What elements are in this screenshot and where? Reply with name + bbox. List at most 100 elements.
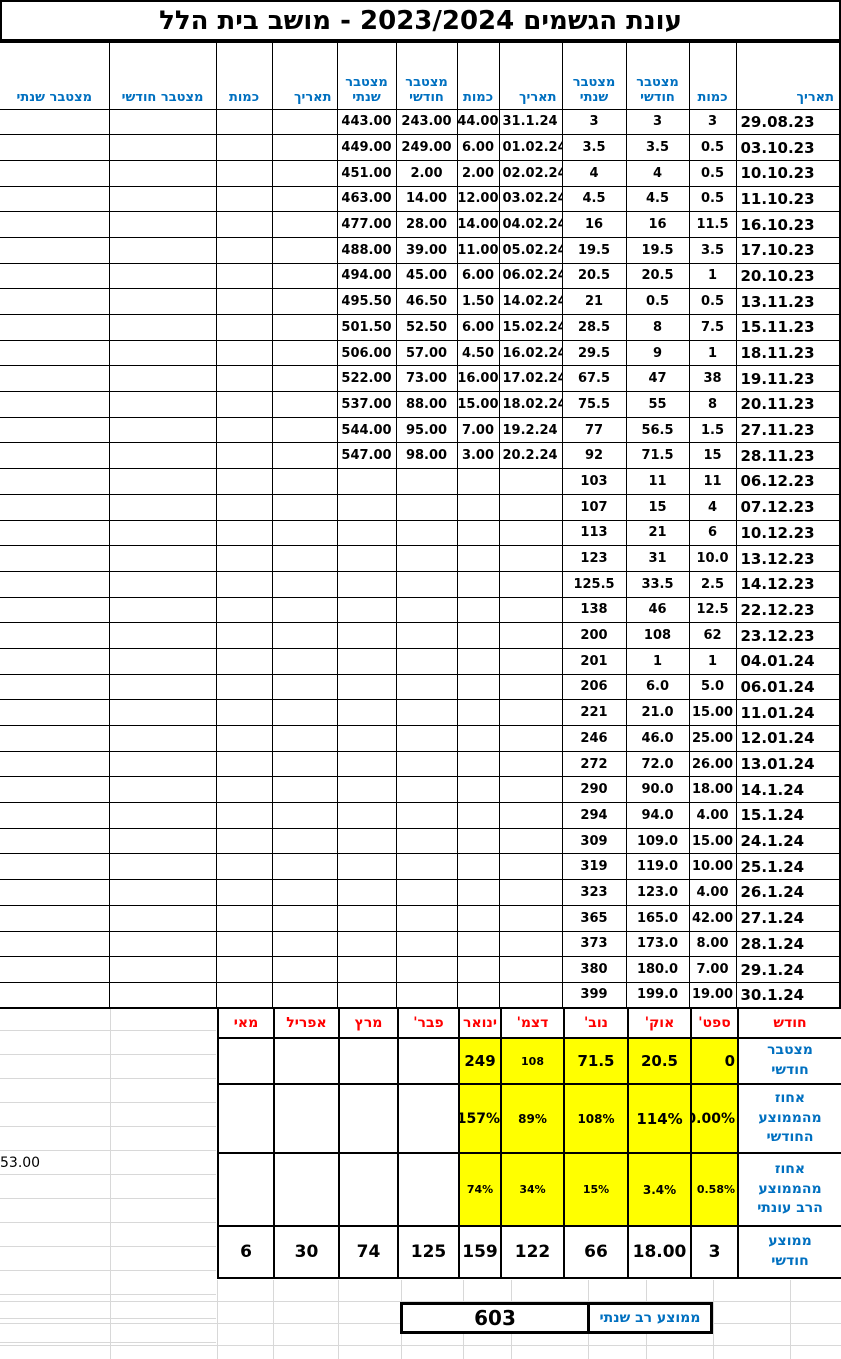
cell-qty [456,879,500,906]
table-row: 15.1.24 4.00 94.0 294 [0,802,841,829]
table-row: 28.1.24 8.00 173.0 373 [0,930,841,958]
cell-date [271,827,338,855]
cell-qty: 0.5 [688,185,737,213]
table-row: 20.10.23 1 20.5 20.5 06.02.24 6.00 45.00 494.00 [0,262,841,290]
cell-qty [215,185,273,213]
cell-month-cum [108,519,217,547]
cell-year-cum [336,853,397,881]
cell-date [498,750,563,778]
cell-date: 23.12.23 [735,622,841,649]
cell-date [271,442,338,470]
col-header-month-cum: מצטבר חודשי [395,41,458,110]
cell-qty: 15.00 [688,827,737,855]
cell-month-cum: 57.00 [395,339,458,367]
month-header-cell: דצמ' [500,1007,565,1039]
table-row: 06.12.23 11 11 103 [0,468,841,495]
cell-date: 06.01.24 [735,673,841,701]
cell-qty: 4.00 [688,802,737,829]
cell-year-cum: 138 [561,596,627,624]
cell-qty: 7.00 [688,956,737,983]
cell-year-cum [0,904,110,932]
cell-year-cum: 113 [561,519,627,547]
cell-date [498,981,563,1009]
cell-year-cum: 494.00 [336,262,397,290]
cell-date: 01.02.24 [498,134,563,161]
cell-year-cum [336,930,397,958]
cell-date [498,673,563,701]
cell-date: 13.01.24 [735,750,841,778]
cell-date [271,853,338,881]
table-row: 12.01.24 25.00 46.0 246 [0,725,841,752]
cell-month-cum: 8 [625,314,690,341]
cell-month-cum [108,699,217,726]
cell-qty: 11 [688,468,737,495]
cell-month-cum: 123.0 [625,879,690,906]
cell-date: 19.11.23 [735,365,841,393]
cell-month-cum [395,750,458,778]
cell-year-cum [336,493,397,521]
cell-month-cum: 73.00 [395,365,458,393]
cell-date: 05.02.24 [498,236,563,264]
cell-qty [215,647,273,675]
cell-year-cum [0,339,110,367]
cell-date: 11.01.24 [735,699,841,726]
cell-date: 16.10.23 [735,211,841,238]
month-value-cell [338,1037,399,1085]
month-value-cell [273,1037,340,1085]
table-row: 15.11.23 7.5 8 28.5 15.02.24 6.00 52.50 501.50 [0,314,841,341]
cell-date: 20.11.23 [735,391,841,418]
cell-year-cum [0,725,110,752]
main-rainfall-table: תאריך כמות מצטבר חודשי מצטבר שנתי תאריך כמות מ… [0,41,841,1010]
cell-date: 13.11.23 [735,288,841,315]
cell-year-cum [336,879,397,906]
table-row: 29.1.24 7.00 180.0 380 [0,956,841,983]
cell-year-cum: 319 [561,853,627,881]
cell-month-cum: 55 [625,391,690,418]
cell-qty [215,288,273,315]
cell-qty [456,699,500,726]
cell-qty [215,622,273,649]
cell-date [498,468,563,495]
cell-month-cum: 47 [625,365,690,393]
cell-month-cum: 45.00 [395,262,458,290]
month-value-cell [338,1083,399,1154]
cell-qty [215,493,273,521]
cell-qty: 3 [688,108,737,136]
cell-date [271,185,338,213]
cell-month-cum [395,570,458,598]
cell-month-cum: 46 [625,596,690,624]
multi-year-average-box: ממוצע רב שנתי 603 [400,1302,713,1334]
cell-date [498,904,563,932]
multi-year-average-label: ממוצע רב שנתי [587,1305,710,1331]
cell-date [271,159,338,187]
cell-date: 30.1.24 [735,981,841,1009]
cell-qty [215,159,273,187]
cell-date [498,545,563,572]
cell-qty: 4 [688,493,737,521]
cell-year-cum [336,647,397,675]
cell-qty: 0.5 [688,159,737,187]
cell-month-cum [108,108,217,136]
cell-date [271,802,338,829]
cell-month-cum [108,416,217,444]
cell-year-cum [0,776,110,804]
cell-date [271,365,338,393]
cell-year-cum [0,108,110,136]
cell-qty: 1 [688,262,737,290]
cell-month-cum: 173.0 [625,930,690,958]
col-header-date: תאריך [735,41,841,110]
cell-qty [456,750,500,778]
cell-date: 17.02.24 [498,365,563,393]
cell-date: 19.2.24 [498,416,563,444]
month-value-cell: 74 [338,1225,399,1279]
col-header-qty: כמות [215,41,273,110]
month-value-cell: 108% [563,1083,629,1154]
month-value-cell: 34% [500,1152,565,1227]
col-header-year-cum: מצטבר שנתי [336,41,397,110]
cell-year-cum [0,185,110,213]
cell-year-cum [0,750,110,778]
table-row: 20.11.23 8 55 75.5 18.02.24 15.00 88.00 537.00 [0,391,841,418]
cell-date [498,493,563,521]
main-table-header-row: תאריך כמות מצטבר חודשי מצטבר שנתי תאריך כמות מ… [0,41,841,110]
cell-month-cum [395,776,458,804]
